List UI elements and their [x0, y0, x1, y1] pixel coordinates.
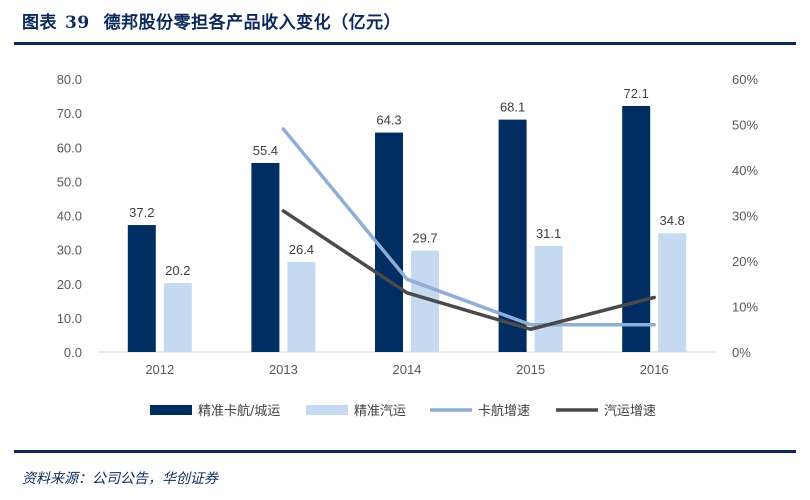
left-tick-label: 30.0: [57, 243, 82, 258]
bar-light-2013: [287, 261, 316, 352]
right-tick-label: 60%: [732, 72, 758, 87]
figure-number: 39: [65, 13, 90, 33]
line-series: [281, 127, 656, 331]
figure-label: 图表: [22, 13, 57, 33]
data-label: 37.2: [129, 205, 154, 220]
data-label: 55.4: [253, 143, 278, 158]
bar-dark-2013: [251, 162, 280, 352]
legend-label: 精准汽运: [354, 404, 406, 419]
data-label: 34.8: [660, 213, 685, 228]
bar-light-2012: [163, 283, 192, 352]
bar-series: [127, 105, 687, 353]
data-label: 26.4: [289, 242, 314, 257]
bar-light-2016: [658, 233, 687, 352]
left-tick-label: 20.0: [57, 277, 82, 292]
figure-title-text: 德邦股份零担各产品收入变化（亿元）: [103, 13, 402, 33]
right-tick-label: 50%: [732, 118, 758, 133]
legend-label: 卡航增速: [478, 403, 530, 419]
data-label: 29.7: [412, 231, 437, 246]
right-axis: 0% 10% 20% 30% 40% 50% 60%: [732, 72, 758, 360]
x-axis: 2012 2013 2014 2015 2016: [145, 362, 668, 377]
x-tick-label: 2015: [516, 362, 545, 377]
header-rule: [14, 42, 796, 45]
left-tick-label: 60.0: [57, 140, 82, 155]
right-tick-label: 0%: [732, 345, 751, 360]
data-label: 64.3: [376, 113, 401, 128]
data-label: 68.1: [500, 100, 525, 115]
x-tick-label: 2016: [640, 362, 669, 377]
x-tick-label: 2014: [393, 362, 422, 377]
bar-dark-2012: [127, 225, 156, 352]
revenue-chart: 0.0 10.0 20.0 30.0 40.0 50.0 60.0 70.0 80.0 0% 10…: [57, 72, 759, 419]
left-tick-label: 50.0: [57, 174, 82, 189]
left-tick-label: 0.0: [64, 345, 82, 360]
legend-swatch-bar: [150, 405, 192, 415]
left-tick-label: 80.0: [57, 72, 82, 87]
bar-dark-2014: [375, 132, 403, 352]
right-tick-label: 40%: [732, 163, 758, 178]
right-tick-label: 30%: [732, 209, 758, 224]
data-label: 31.1: [536, 226, 561, 241]
left-tick-label: 70.0: [57, 106, 82, 121]
data-label: 72.1: [624, 86, 649, 101]
left-axis: 0.0 10.0 20.0 30.0 40.0 50.0 60.0 70.0 80.0: [57, 72, 82, 360]
bar-light-2015: [534, 245, 563, 352]
figure-title: 图表 39 德邦股份零担各产品收入变化（亿元）: [22, 8, 401, 33]
line-series-dark: [281, 209, 656, 331]
bar-dark-2016: [622, 105, 651, 353]
right-tick-label: 20%: [732, 254, 758, 269]
data-label: 20.2: [165, 263, 190, 278]
legend: 精准卡航/城运 精准汽运 卡航增速 汽运增速: [150, 403, 656, 419]
legend-swatch-bar: [306, 405, 348, 415]
left-tick-label: 40.0: [57, 209, 82, 224]
right-tick-label: 10%: [732, 300, 758, 315]
legend-label: 精准卡航/城运: [198, 403, 280, 419]
legend-label: 汽运增速: [604, 404, 656, 419]
line-series-light: [281, 127, 656, 327]
data-labels: 37.2 55.4 64.3 68.1 72.1 20.2 26.4 29.7 31.1 34.8: [129, 86, 685, 278]
x-tick-label: 2012: [145, 362, 174, 377]
source-note: 资料来源：公司公告，华创证券: [22, 471, 218, 487]
footer-rule: [14, 450, 796, 453]
x-tick-label: 2013: [269, 362, 298, 377]
left-tick-label: 10.0: [57, 311, 82, 326]
